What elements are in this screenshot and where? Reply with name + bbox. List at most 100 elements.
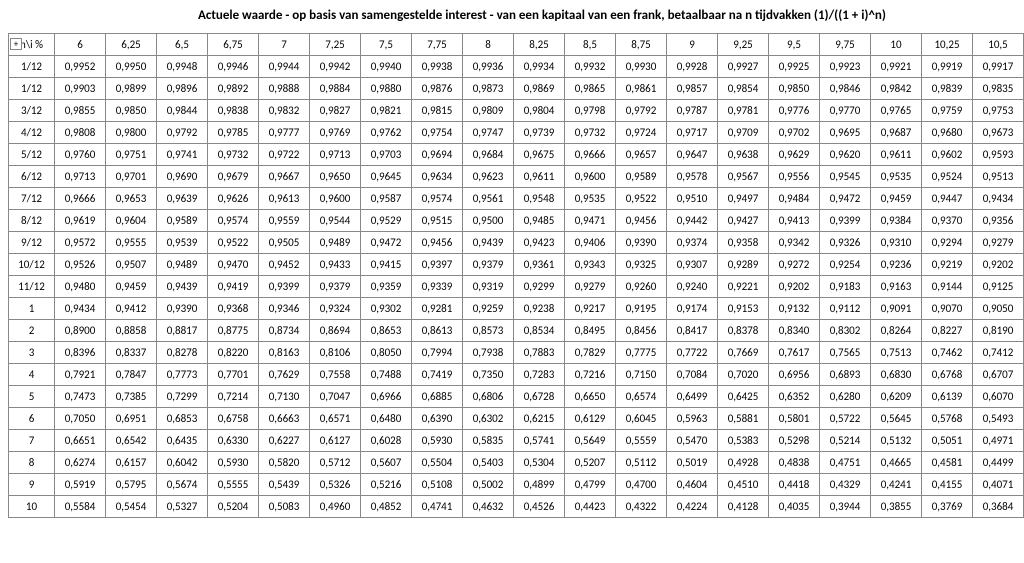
data-cell: 0,9701	[106, 166, 157, 188]
data-cell: 0,6480	[361, 408, 412, 430]
data-cell: 0,5722	[820, 408, 871, 430]
data-cell: 0,9561	[463, 188, 514, 210]
data-cell: 0,9925	[769, 56, 820, 78]
data-cell: 0,8817	[157, 320, 208, 342]
data-cell: 0,9732	[565, 122, 616, 144]
data-cell: 0,9751	[106, 144, 157, 166]
data-cell: 0,5493	[973, 408, 1024, 430]
data-cell: 0,4499	[973, 452, 1024, 474]
data-cell: 0,5881	[718, 408, 769, 430]
data-cell: 0,8050	[361, 342, 412, 364]
data-cell: 0,7473	[55, 386, 106, 408]
data-cell: 0,7216	[565, 364, 616, 386]
data-cell: 0,5741	[514, 430, 565, 452]
data-cell: 0,7462	[922, 342, 973, 364]
row-header: 10/12	[9, 254, 55, 276]
data-cell: 0,9497	[718, 188, 769, 210]
data-cell: 0,5559	[616, 430, 667, 452]
data-cell: 0,5930	[412, 430, 463, 452]
data-cell: 0,9645	[361, 166, 412, 188]
data-cell: 0,9861	[616, 78, 667, 100]
data-cell: 0,6390	[412, 408, 463, 430]
data-cell: 0,7617	[769, 342, 820, 364]
data-cell: 0,9695	[820, 122, 871, 144]
column-header: 7	[259, 34, 310, 56]
data-cell: 0,9776	[769, 100, 820, 122]
expand-toggle[interactable]: +	[10, 38, 22, 50]
data-cell: 0,6768	[922, 364, 973, 386]
data-cell: 0,9942	[310, 56, 361, 78]
data-cell: 0,9480	[55, 276, 106, 298]
data-cell: 0,9717	[667, 122, 718, 144]
data-cell: 0,9281	[412, 298, 463, 320]
data-cell: 0,9604	[106, 210, 157, 232]
data-cell: 0,9259	[463, 298, 514, 320]
row-header: 4	[9, 364, 55, 386]
table-row: 7/120,96660,96530,96390,96260,96130,9600…	[9, 188, 1024, 210]
data-cell: 0,9221	[718, 276, 769, 298]
data-cell: 0,8302	[820, 320, 871, 342]
data-cell: 0,9302	[361, 298, 412, 320]
data-cell: 0,9342	[769, 232, 820, 254]
data-cell: 0,5768	[922, 408, 973, 430]
data-cell: 0,9821	[361, 100, 412, 122]
data-cell: 0,8858	[106, 320, 157, 342]
data-cell: 0,9522	[616, 188, 667, 210]
data-cell: 0,6574	[616, 386, 667, 408]
data-cell: 0,3944	[820, 496, 871, 518]
data-cell: 0,7775	[616, 342, 667, 364]
data-cell: 0,9762	[361, 122, 412, 144]
data-cell: 0,9472	[820, 188, 871, 210]
data-cell: 0,9709	[718, 122, 769, 144]
data-cell: 0,9946	[208, 56, 259, 78]
data-cell: 0,4510	[718, 474, 769, 496]
data-cell: 0,6435	[157, 430, 208, 452]
data-cell: 0,9769	[310, 122, 361, 144]
data-cell: 0,4751	[820, 452, 871, 474]
data-cell: 0,9938	[412, 56, 463, 78]
data-cell: 0,9842	[871, 78, 922, 100]
data-cell: 0,4632	[463, 496, 514, 518]
data-cell: 0,9936	[463, 56, 514, 78]
data-cell: 0,9884	[310, 78, 361, 100]
data-cell: 0,9932	[565, 56, 616, 78]
data-cell: 0,9390	[157, 298, 208, 320]
data-cell: 0,9765	[871, 100, 922, 122]
column-header: 10	[871, 34, 922, 56]
table-row: 5/120,97600,97510,97410,97320,97220,9713…	[9, 144, 1024, 166]
data-cell: 0,9753	[973, 100, 1024, 122]
data-cell: 0,8534	[514, 320, 565, 342]
data-cell: 0,9950	[106, 56, 157, 78]
data-cell: 0,9940	[361, 56, 412, 78]
table-row: 20,89000,88580,88170,87750,87340,86940,8…	[9, 320, 1024, 342]
table-row: 1/120,99030,98990,98960,98920,98880,9884…	[9, 78, 1024, 100]
data-cell: 0,9620	[820, 144, 871, 166]
data-cell: 0,8495	[565, 320, 616, 342]
data-cell: 0,9544	[310, 210, 361, 232]
data-cell: 0,7047	[310, 386, 361, 408]
data-cell: 0,8106	[310, 342, 361, 364]
data-cell: 0,9846	[820, 78, 871, 100]
table-row: 9/120,95720,95550,95390,95220,95050,9489…	[9, 232, 1024, 254]
data-cell: 0,6806	[463, 386, 514, 408]
data-cell: 0,9545	[820, 166, 871, 188]
data-cell: 0,6302	[463, 408, 514, 430]
data-cell: 0,9260	[616, 276, 667, 298]
data-cell: 0,9356	[973, 210, 1024, 232]
data-cell: 0,9567	[718, 166, 769, 188]
data-cell: 0,9163	[871, 276, 922, 298]
row-header: 8/12	[9, 210, 55, 232]
data-cell: 0,9808	[55, 122, 106, 144]
data-cell: 0,9623	[463, 166, 514, 188]
data-cell: 0,9539	[157, 232, 208, 254]
present-value-table: n\i %66,256,56,7577,257,57,7588,258,58,7…	[8, 33, 1024, 518]
data-cell: 0,9760	[55, 144, 106, 166]
data-cell: 0,6758	[208, 408, 259, 430]
data-cell: 0,9741	[157, 144, 208, 166]
data-cell: 0,6663	[259, 408, 310, 430]
data-cell: 0,9485	[514, 210, 565, 232]
data-cell: 0,9535	[871, 166, 922, 188]
data-cell: 0,8190	[973, 320, 1024, 342]
data-cell: 0,9559	[259, 210, 310, 232]
data-cell: 0,5051	[922, 430, 973, 452]
